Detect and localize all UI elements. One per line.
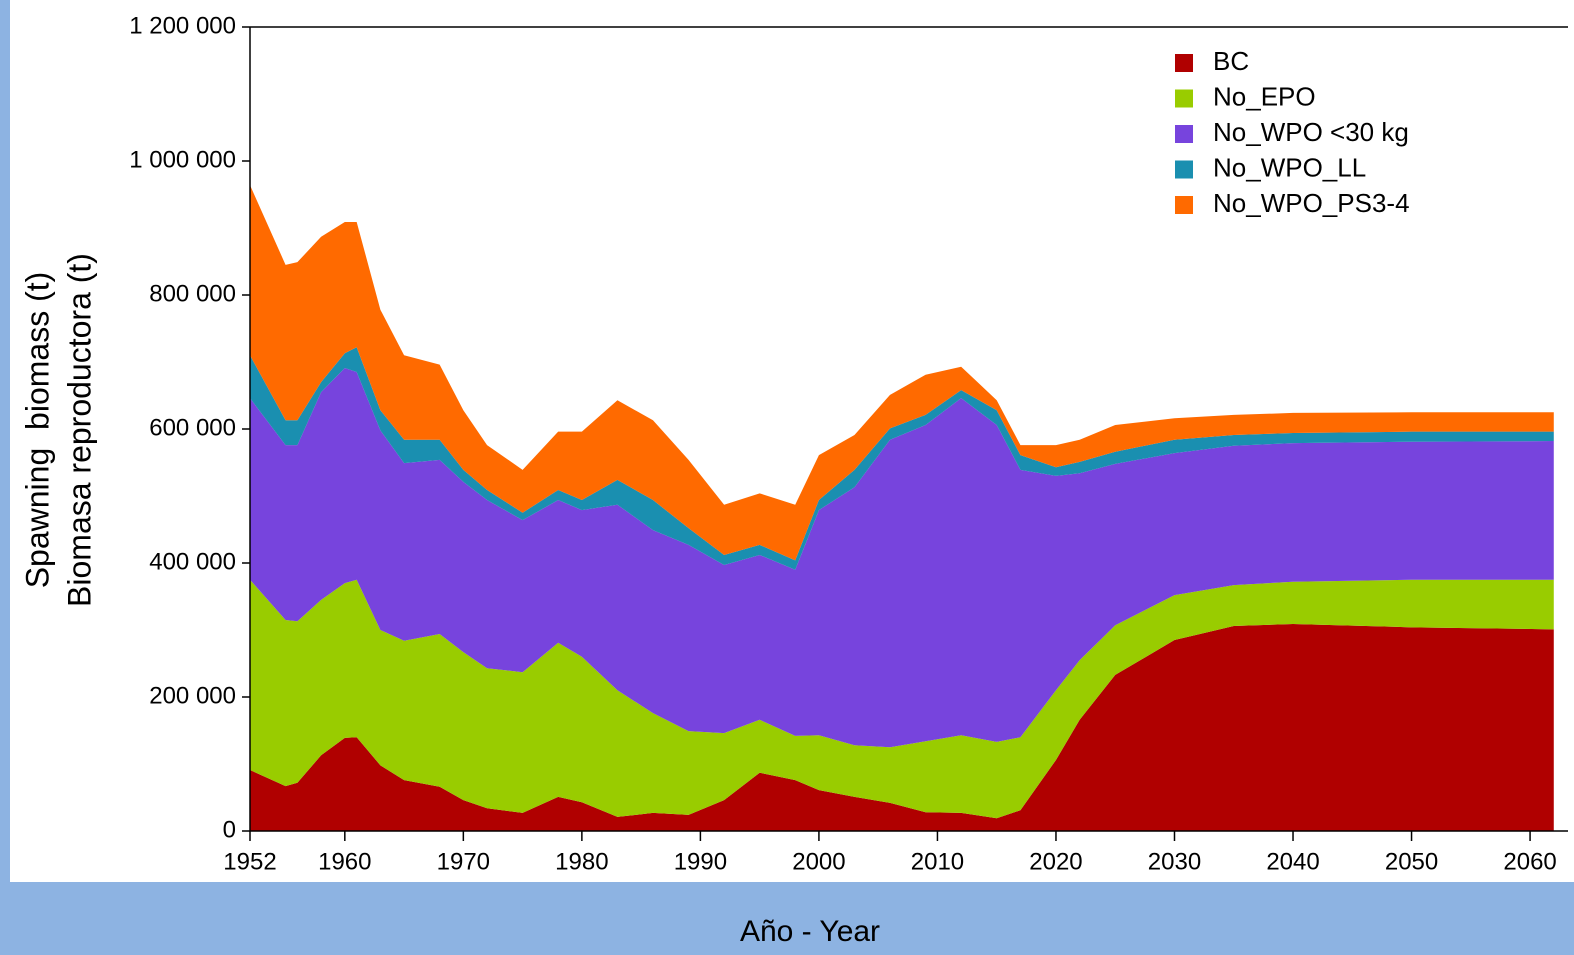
y-axis-label: Spawning biomass (t) <box>19 272 55 589</box>
x-tick-label: 2010 <box>911 848 964 875</box>
legend-label: No_WPO_LL <box>1213 152 1366 182</box>
x-tick-label: 1970 <box>437 848 490 875</box>
y-axis-label: Biomasa reproductora (t) <box>61 253 97 607</box>
x-tick-label: 2050 <box>1385 848 1438 875</box>
area <box>250 579 1554 819</box>
y-tick-label: 1 000 000 <box>129 146 236 173</box>
legend-swatch <box>1175 125 1193 143</box>
legend-swatch <box>1175 89 1193 108</box>
y-tick-label: 1 200 000 <box>129 12 236 39</box>
x-tick-label: 2030 <box>1148 848 1201 875</box>
area <box>250 185 1554 561</box>
area <box>250 623 1554 831</box>
legend-swatch <box>1175 160 1193 179</box>
y-tick-label: 0 <box>223 816 236 843</box>
y-tick-label: 600 000 <box>149 414 236 441</box>
legend-swatch <box>1175 196 1193 214</box>
x-axis-label: Año - Year <box>740 915 880 948</box>
x-tick-label: 2060 <box>1503 848 1556 875</box>
legend-label: No_WPO <30 kg <box>1213 117 1409 147</box>
x-tick-label: 2040 <box>1266 848 1319 875</box>
x-tick-label: 2000 <box>792 848 845 875</box>
legend-label: BC <box>1213 46 1249 76</box>
legend-label: No_EPO <box>1213 81 1316 111</box>
y-tick-label: 800 000 <box>149 280 236 307</box>
legend-label: No_WPO_PS3-4 <box>1213 188 1410 218</box>
x-tick-label: 1980 <box>555 848 608 875</box>
x-tick-label: 1960 <box>318 848 371 875</box>
x-tick-label: 1990 <box>674 848 727 875</box>
y-tick-label: 400 000 <box>149 548 236 575</box>
legend-swatch <box>1175 54 1193 72</box>
area <box>250 368 1554 748</box>
y-tick-label: 200 000 <box>149 682 236 709</box>
x-tick-label: 1952 <box>223 848 276 875</box>
x-tick-label: 2020 <box>1029 848 1082 875</box>
